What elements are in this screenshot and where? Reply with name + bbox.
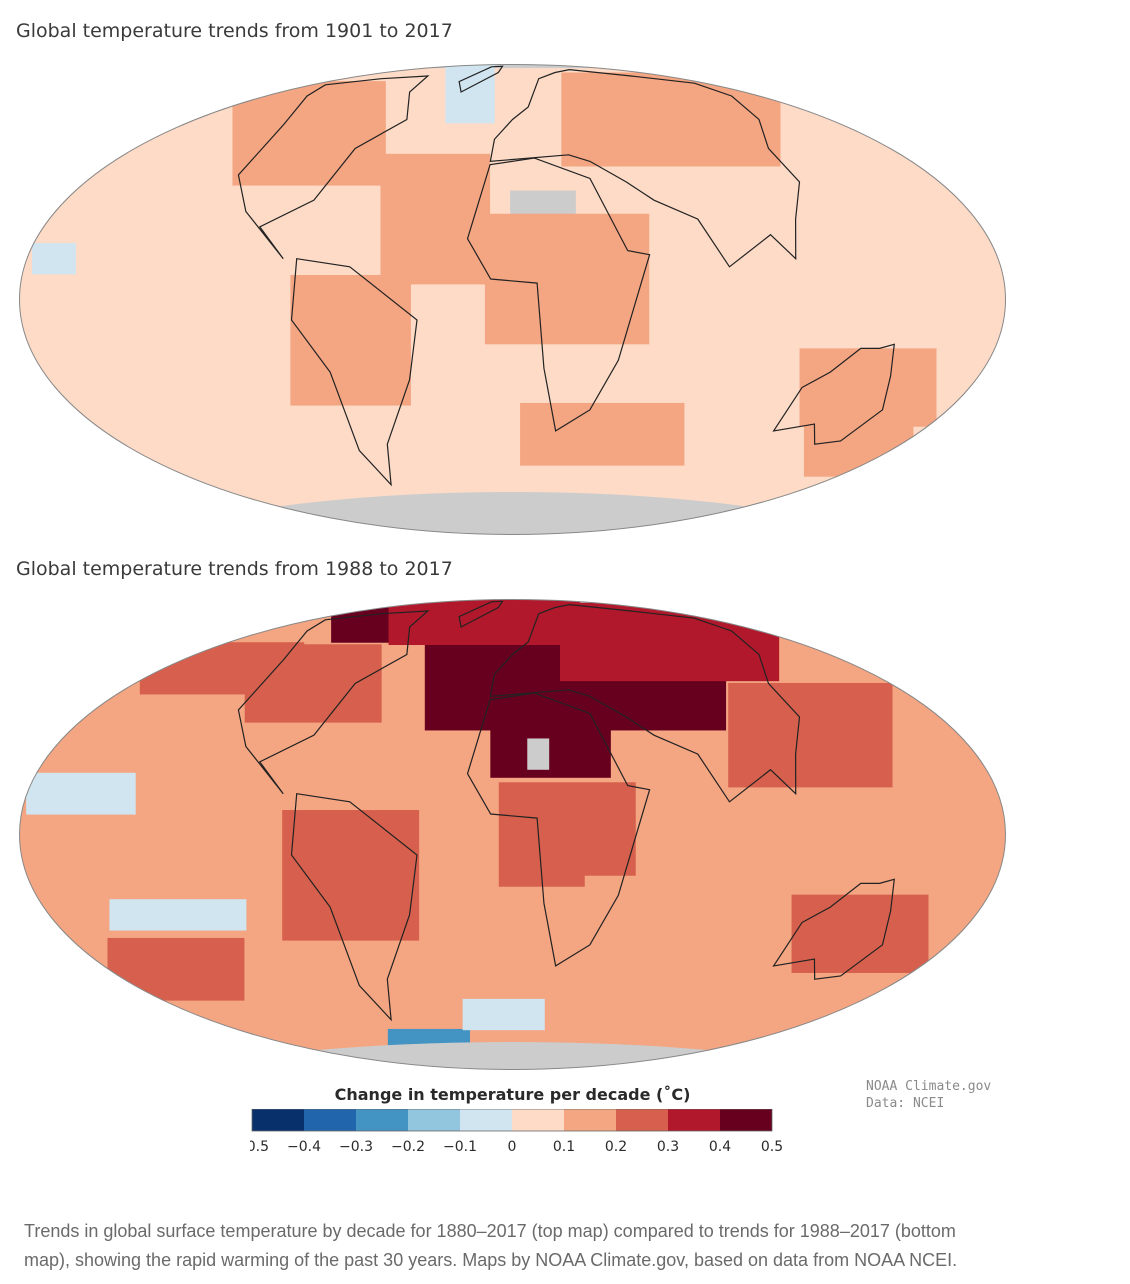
- trend-region-0.3: [728, 682, 893, 788]
- trend-region--0.1: [462, 998, 545, 1031]
- trend-region-0.2: [290, 275, 411, 406]
- continent-outline: [290, 793, 418, 1022]
- trend-region-0.3: [498, 782, 636, 887]
- colorbar-tick-label: −0.4: [287, 1139, 321, 1155]
- trend-region-0.4: [560, 602, 780, 682]
- trend-region-0.2: [799, 348, 937, 427]
- colorbar-bin: [460, 1109, 512, 1131]
- continent-outline: [458, 600, 504, 628]
- trend-region-0.3: [107, 937, 245, 1001]
- colorbar-tick-label: 0.4: [709, 1139, 731, 1155]
- colorbar-bin: [668, 1109, 720, 1131]
- trend-region-0.2: [584, 875, 750, 955]
- temperature-map-1901-2017: [19, 64, 1006, 535]
- map-border: [19, 599, 1006, 1070]
- credit-data: Data: NCEI: [866, 1096, 945, 1111]
- trend-region-0.2: [484, 213, 650, 345]
- trend-region-0.2: [520, 402, 685, 466]
- trend-region-none: [527, 738, 550, 770]
- colorbar-tick-label: −0.2: [391, 1139, 425, 1155]
- colorbar-bin: [252, 1109, 304, 1131]
- colorbar-tick-label: 0.2: [605, 1139, 627, 1155]
- colorbar-tick-label: −0.3: [339, 1139, 373, 1155]
- antarctica-no-data: [93, 492, 932, 535]
- colorbar-bin: [512, 1109, 564, 1131]
- trend-region--0.1: [445, 64, 495, 124]
- trend-region-0.3: [282, 810, 420, 941]
- colorbar-frame: [251, 1109, 773, 1132]
- trend-region-0.2: [380, 153, 491, 285]
- continent-outline: [772, 878, 895, 980]
- map-title-1988-2017: Global temperature trends from 1988 to 2…: [16, 558, 453, 580]
- colorbar-tick-label: 0.3: [657, 1139, 679, 1155]
- map-credit: NOAA Climate.gov Data: NCEI: [866, 1078, 991, 1112]
- trend-region-0.5: [490, 715, 611, 778]
- continent-outline: [458, 65, 504, 93]
- continent-outline: [489, 604, 801, 803]
- continent-outline: [237, 75, 430, 260]
- trend-region-0.4: [388, 599, 581, 646]
- map-title-1901-2017: Global temperature trends from 1901 to 2…: [16, 20, 453, 42]
- colorbar-tick-label: 0.1: [553, 1139, 575, 1155]
- arctic-no-data: [19, 64, 1006, 69]
- color-scale-legend: −0.5 −0.4 −0.3 −0.2 −0.1 0 0.1 0.2 0.3 0.4 0.5: [250, 1109, 783, 1155]
- continent-outline: [290, 258, 418, 487]
- colorbar-tick-label: 0.5: [761, 1139, 783, 1155]
- colorbar-bin: [616, 1109, 668, 1131]
- trend-region-0.2: [803, 424, 914, 477]
- colorbar-bin: [408, 1109, 460, 1131]
- figure-caption: Trends in global surface temperature by …: [24, 1221, 958, 1270]
- colorbar-tick-label: 0: [508, 1139, 517, 1155]
- credit-source: NOAA Climate.gov: [866, 1079, 992, 1094]
- map-border: [19, 64, 1006, 535]
- colorbar-tick-label: −0.1: [443, 1139, 477, 1155]
- trend-region--0.1: [109, 899, 247, 931]
- continent-outline: [489, 69, 801, 268]
- colorbar-tick-label: −0.5: [250, 1139, 269, 1155]
- continent-outline: [237, 610, 430, 795]
- colorbar-bin: [564, 1109, 616, 1131]
- colorbar-bin: [720, 1109, 772, 1131]
- continent-outline: [772, 343, 895, 445]
- trend-region-0.2: [561, 72, 781, 167]
- colorbar-bin: [304, 1109, 356, 1131]
- trend-region-0.2: [232, 81, 386, 186]
- trend-region--0.1: [32, 243, 76, 275]
- legend-title: Change in temperature per decade (˚C): [334, 1085, 691, 1104]
- antarctica-no-data: [93, 1041, 932, 1070]
- colorbar-bin: [356, 1109, 408, 1131]
- temperature-map-1988-2017: [19, 599, 1006, 1070]
- trend-region--0.1: [26, 772, 136, 815]
